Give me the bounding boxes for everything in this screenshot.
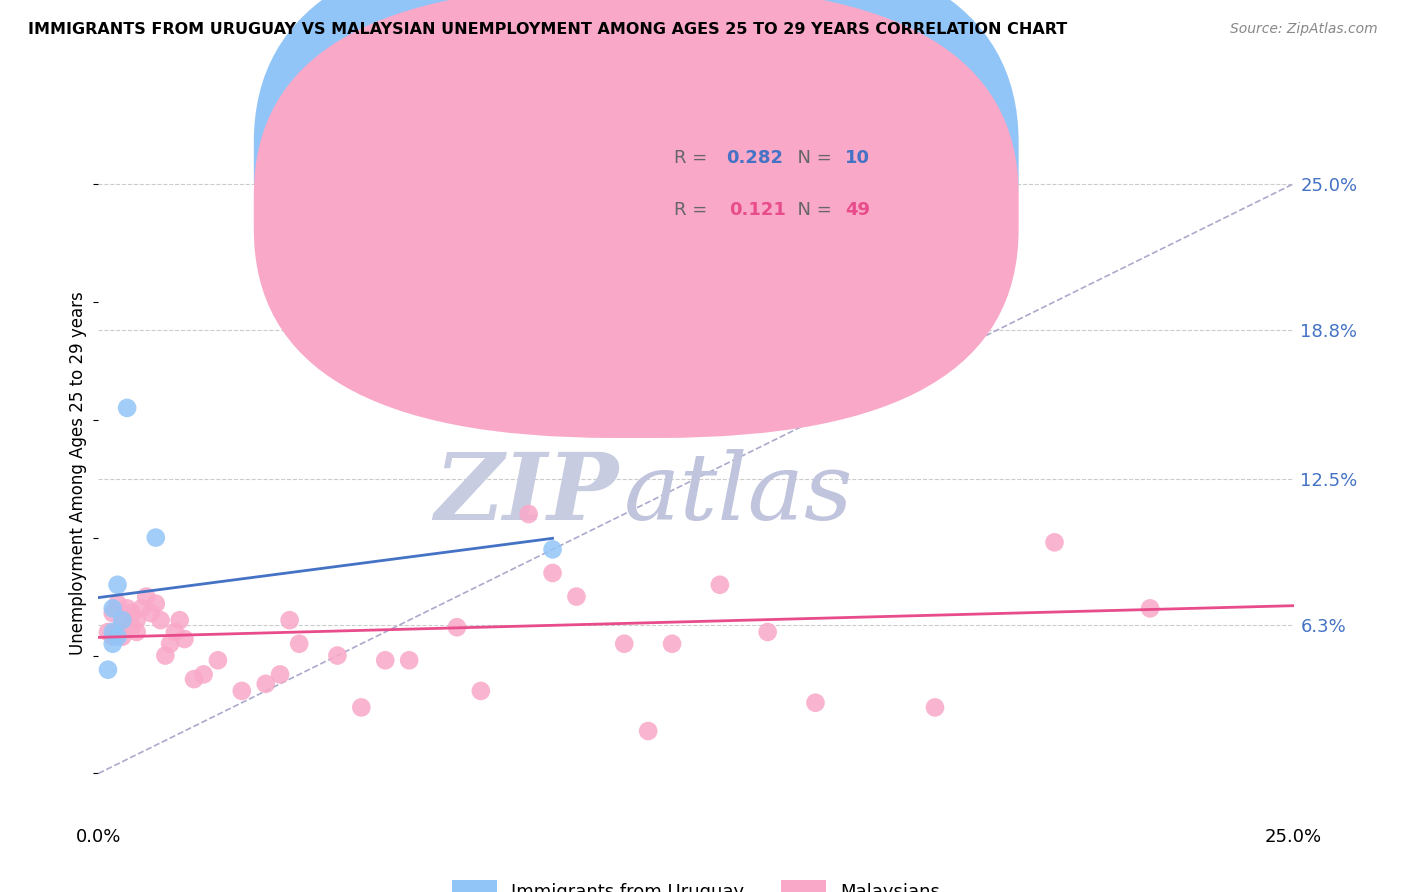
Point xyxy=(374,653,396,667)
Point xyxy=(115,401,138,415)
Point xyxy=(101,601,124,615)
Point xyxy=(326,648,349,663)
Point xyxy=(613,637,636,651)
Point xyxy=(101,624,124,639)
Point xyxy=(541,566,564,580)
Point xyxy=(173,632,195,646)
Point xyxy=(111,630,134,644)
Point xyxy=(135,590,157,604)
Point xyxy=(804,696,827,710)
Point xyxy=(101,630,124,644)
Text: IMMIGRANTS FROM URUGUAY VS MALAYSIAN UNEMPLOYMENT AMONG AGES 25 TO 29 YEARS CORR: IMMIGRANTS FROM URUGUAY VS MALAYSIAN UNE… xyxy=(28,22,1067,37)
Point xyxy=(163,624,186,639)
Text: N =: N = xyxy=(786,202,837,219)
Y-axis label: Unemployment Among Ages 25 to 29 years: Unemployment Among Ages 25 to 29 years xyxy=(69,291,87,655)
Point xyxy=(111,613,134,627)
FancyBboxPatch shape xyxy=(254,0,1018,385)
Point xyxy=(269,667,291,681)
Point xyxy=(709,377,731,392)
Point xyxy=(121,606,143,620)
Point xyxy=(756,624,779,639)
Text: Source: ZipAtlas.com: Source: ZipAtlas.com xyxy=(1230,22,1378,37)
Point xyxy=(398,653,420,667)
Point xyxy=(254,677,277,691)
Point xyxy=(517,507,540,521)
Point xyxy=(207,653,229,667)
Text: 0.121: 0.121 xyxy=(730,202,786,219)
Point xyxy=(115,601,138,615)
Point xyxy=(159,637,181,651)
Point xyxy=(101,606,124,620)
Point xyxy=(231,684,253,698)
Point xyxy=(121,620,143,634)
Text: 10: 10 xyxy=(845,149,870,168)
Text: R =: R = xyxy=(675,149,713,168)
Point xyxy=(155,648,177,663)
Point xyxy=(637,724,659,739)
Point xyxy=(107,630,129,644)
Point xyxy=(1139,601,1161,615)
Legend: Immigrants from Uruguay, Malaysians: Immigrants from Uruguay, Malaysians xyxy=(451,880,941,892)
Point xyxy=(183,672,205,686)
Point xyxy=(125,624,148,639)
Point xyxy=(107,597,129,611)
Point xyxy=(97,624,120,639)
Point xyxy=(661,637,683,651)
Point xyxy=(107,578,129,592)
Point xyxy=(288,637,311,651)
Point xyxy=(149,613,172,627)
Point xyxy=(131,601,153,615)
Text: N =: N = xyxy=(786,149,837,168)
Text: R =: R = xyxy=(675,202,720,219)
Point xyxy=(125,613,148,627)
Text: 0.282: 0.282 xyxy=(725,149,783,168)
Point xyxy=(446,620,468,634)
Point xyxy=(565,590,588,604)
Point xyxy=(97,663,120,677)
Text: ZIP: ZIP xyxy=(434,449,619,539)
Point xyxy=(1043,535,1066,549)
Point xyxy=(470,684,492,698)
Text: atlas: atlas xyxy=(624,449,853,539)
Point xyxy=(709,578,731,592)
Point xyxy=(278,613,301,627)
Point xyxy=(139,606,162,620)
Point xyxy=(145,531,167,545)
Point xyxy=(541,542,564,557)
Point xyxy=(107,624,129,639)
Point xyxy=(145,597,167,611)
Point xyxy=(350,700,373,714)
Point xyxy=(101,637,124,651)
Point xyxy=(169,613,191,627)
Point xyxy=(111,613,134,627)
Point xyxy=(193,667,215,681)
Point xyxy=(924,700,946,714)
FancyBboxPatch shape xyxy=(600,132,900,253)
FancyBboxPatch shape xyxy=(254,0,1018,438)
Text: 49: 49 xyxy=(845,202,870,219)
